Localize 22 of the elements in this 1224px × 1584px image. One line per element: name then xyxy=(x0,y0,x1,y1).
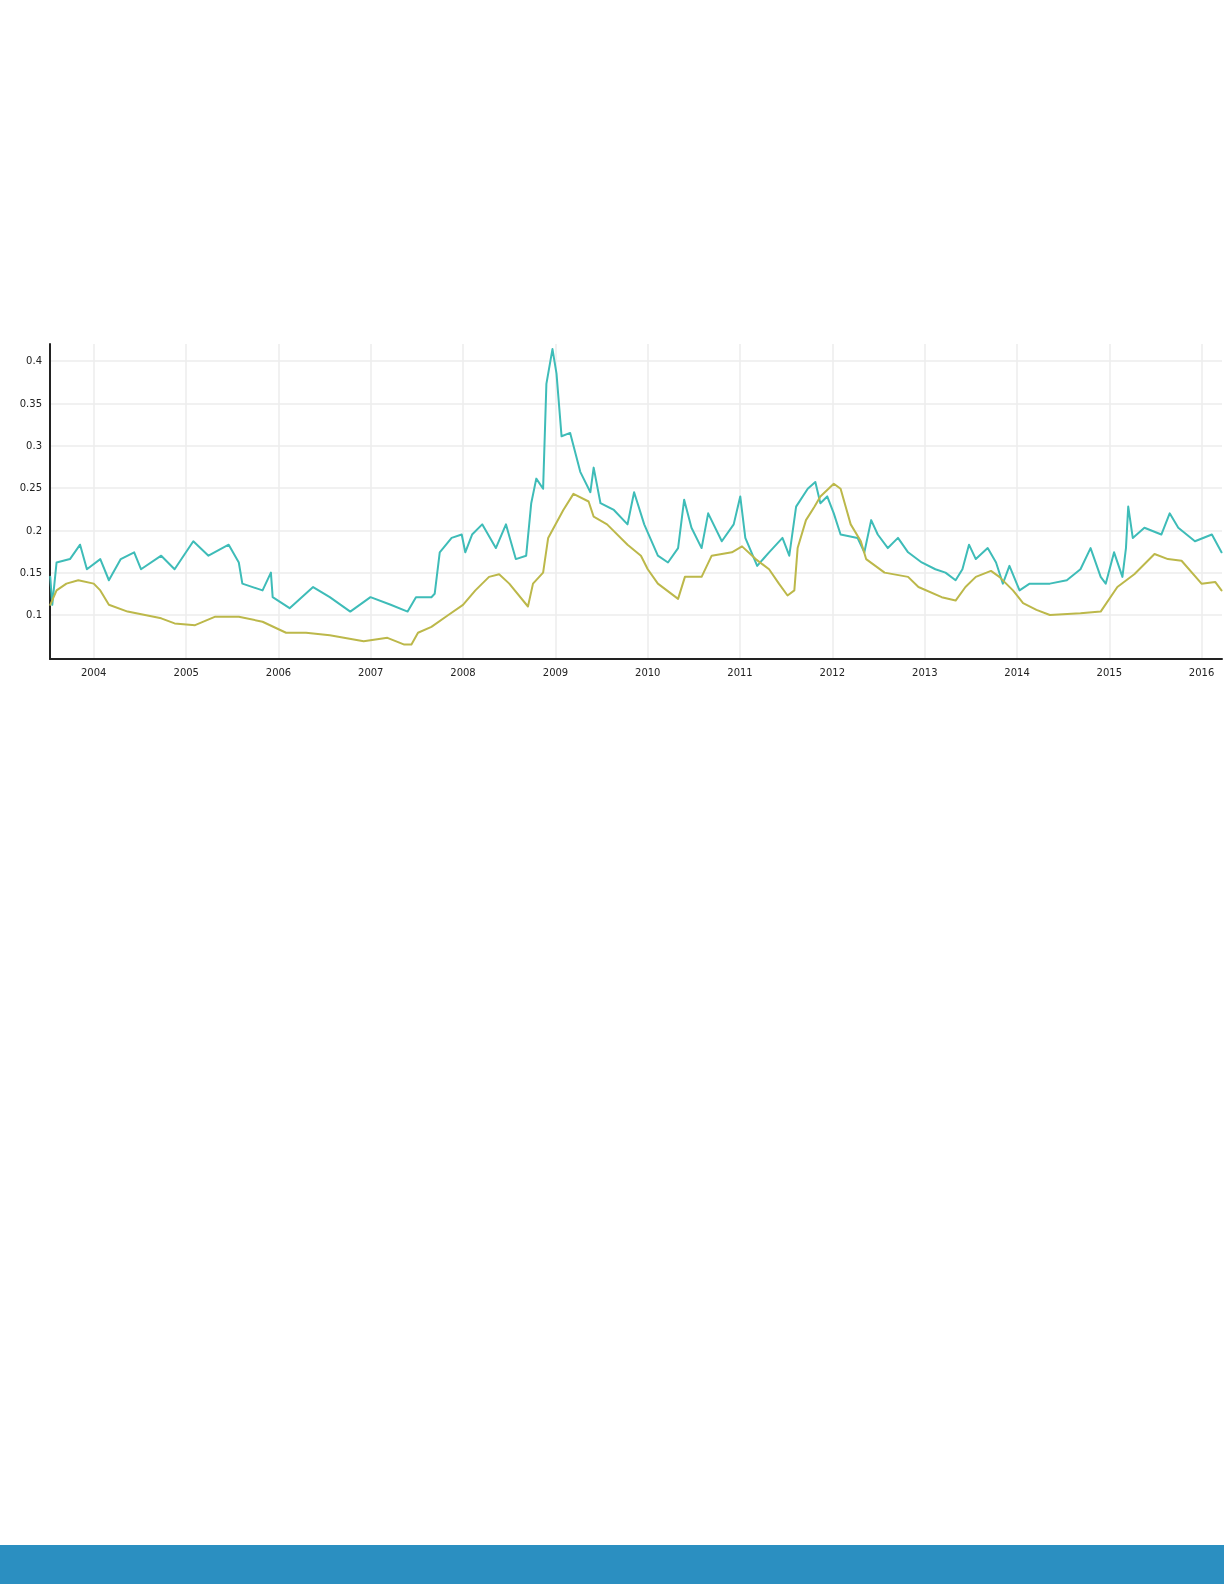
y-tick-label: 0.35 xyxy=(19,397,42,409)
x-tick-label: 2005 xyxy=(173,666,199,678)
y-tick-label: 0.3 xyxy=(26,440,42,452)
x-tick-label: 2007 xyxy=(358,666,384,678)
x-tick-label: 2011 xyxy=(727,666,753,678)
line-series xyxy=(49,348,1223,613)
x-tick-label: 2012 xyxy=(819,666,845,678)
x-tick-label: 2015 xyxy=(1096,666,1122,678)
line-series xyxy=(49,482,1223,646)
x-tick-label: 2006 xyxy=(265,666,292,678)
y-tick-label: 0.25 xyxy=(19,482,42,494)
x-tick-label: 2010 xyxy=(635,666,661,678)
y-tick-label: 0.15 xyxy=(19,567,42,579)
x-tick-label: 2013 xyxy=(912,666,938,678)
x-tick-label: 2016 xyxy=(1188,666,1215,678)
x-tick-label: 2004 xyxy=(81,666,107,678)
y-tick-label: 0.2 xyxy=(26,524,42,536)
x-tick-label: 2009 xyxy=(542,666,569,678)
x-tick-label: 2014 xyxy=(1004,666,1030,678)
x-tick-label: 2008 xyxy=(450,666,476,678)
y-tick-label: 0.4 xyxy=(26,355,42,367)
y-tick-label: 0.1 xyxy=(26,609,42,621)
